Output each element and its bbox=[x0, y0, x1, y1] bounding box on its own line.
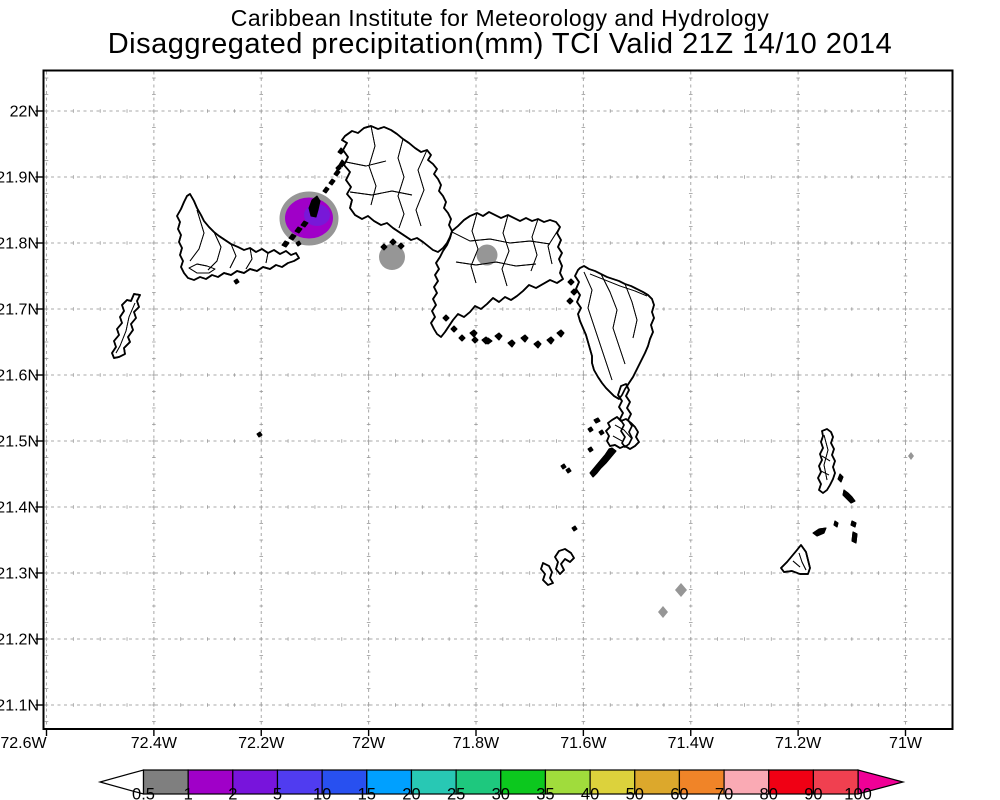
island-west-caicos bbox=[111, 293, 141, 359]
colorbar-tick-label: 1 bbox=[184, 786, 193, 800]
island-grand-turk bbox=[817, 428, 836, 494]
colorbar-tick-label: 80 bbox=[760, 786, 778, 800]
lon-label: 72W bbox=[352, 735, 386, 752]
lat-label: 21.5N bbox=[0, 434, 39, 451]
colorbar-tick-label: 0.5 bbox=[132, 786, 155, 800]
coastline-layer bbox=[111, 125, 858, 586]
lat-label: 21.6N bbox=[0, 368, 39, 385]
colorbar-box bbox=[634, 769, 681, 795]
colorbar-box bbox=[276, 769, 323, 795]
big-ambergris-cay bbox=[554, 548, 575, 575]
colorbar-tick-label: 2 bbox=[228, 786, 237, 800]
colorbar-box bbox=[723, 769, 770, 795]
colorbar-box bbox=[366, 769, 413, 795]
south-middle-caicos-cays bbox=[442, 314, 565, 349]
island-north-caicos bbox=[341, 125, 453, 253]
colorbar-tick-label: 15 bbox=[358, 786, 376, 800]
colorbar-tick-label: 50 bbox=[626, 786, 644, 800]
page-title: Caribbean Institute for Meteorology and … bbox=[230, 5, 770, 31]
lat-label: 21.4N bbox=[0, 500, 39, 517]
map-subtitle: Disaggregated precipitation(mm) TCI Vali… bbox=[107, 28, 893, 60]
cays-chain bbox=[281, 159, 346, 248]
precip-cell-east bbox=[476, 244, 498, 266]
colorbar-box bbox=[812, 769, 859, 795]
colorbar-tick-label: 25 bbox=[447, 786, 465, 800]
colorbar-tick-label: 100 bbox=[844, 786, 872, 800]
lon-label: 71.2W bbox=[775, 735, 822, 752]
lat-label: 21.9N bbox=[0, 170, 39, 187]
precip-cell-west bbox=[379, 244, 405, 270]
latitude-axis: 22N 21.9N 21.8N 21.7N 21.6N 21.5N 21.4N 21.3N 21… bbox=[0, 104, 44, 715]
island-salt-cay bbox=[780, 544, 811, 575]
colorbar-box bbox=[455, 769, 502, 795]
lat-label: 21.2N bbox=[0, 632, 39, 649]
coastline-layer bbox=[111, 125, 858, 586]
lat-label: 22N bbox=[10, 104, 39, 121]
colorbar-box bbox=[768, 769, 814, 795]
colorbar-tick-label: 20 bbox=[402, 786, 420, 800]
french-cay bbox=[256, 431, 263, 438]
lon-label: 71.8W bbox=[453, 735, 500, 752]
colorbar-box bbox=[187, 769, 234, 795]
island-providenciales bbox=[176, 193, 300, 281]
east-cay-strip bbox=[617, 383, 633, 448]
lon-label: 71W bbox=[889, 735, 923, 752]
island-west-caicos bbox=[111, 293, 141, 359]
colorbar-tick-label: 90 bbox=[804, 786, 822, 800]
precipitation-shading bbox=[279, 191, 914, 618]
lon-label: 71.4W bbox=[668, 735, 715, 752]
lon-label: 72.6W bbox=[0, 735, 47, 752]
precip-speck bbox=[908, 452, 914, 460]
colorbar-tick-label: 60 bbox=[670, 786, 688, 800]
lon-label: 72.4W bbox=[131, 735, 178, 752]
colorbar-tick-label: 35 bbox=[536, 786, 554, 800]
lat-lon-gridlines bbox=[44, 71, 952, 729]
colorbar-tick-label: 5 bbox=[273, 786, 282, 800]
colorbar-tick-label: 10 bbox=[313, 786, 331, 800]
long-cay bbox=[589, 447, 617, 478]
island-south-caicos bbox=[605, 416, 640, 450]
lon-label: 71.6W bbox=[560, 735, 607, 752]
lat-label: 21.7N bbox=[0, 302, 39, 319]
lat-label: 21.3N bbox=[0, 566, 39, 583]
colorbar-box bbox=[544, 769, 591, 795]
coastline-overlay bbox=[111, 125, 858, 586]
map-frame bbox=[42, 69, 954, 730]
colorbar-box bbox=[232, 769, 279, 795]
colorbar-box bbox=[410, 769, 457, 795]
colorbar-tick-label: 30 bbox=[492, 786, 510, 800]
precip-speck bbox=[658, 606, 668, 618]
island-middle-caicos bbox=[430, 211, 564, 338]
colorbar-box bbox=[500, 769, 547, 795]
precip-speck bbox=[675, 583, 687, 597]
little-ambergris-cay bbox=[540, 562, 554, 586]
colorbar-tick-label: 70 bbox=[715, 786, 733, 800]
south-middle-caicos-cays bbox=[442, 314, 565, 349]
lon-label: 72.2W bbox=[238, 735, 285, 752]
lat-label: 21.8N bbox=[0, 236, 39, 253]
precipitation-colorbar: 0.5 1 2 5 10 15 20 25 30 35 40 50 60 70 80 90 100 bbox=[97, 769, 906, 800]
island-east-caicos bbox=[574, 265, 655, 400]
lat-label: 21.1N bbox=[0, 698, 39, 715]
colorbar-tick-label: 40 bbox=[581, 786, 599, 800]
longitude-axis: 72.6W 72.4W 72.2W 72W 71.8W 71.6W 71.4W 71.2W 71… bbox=[0, 729, 923, 752]
